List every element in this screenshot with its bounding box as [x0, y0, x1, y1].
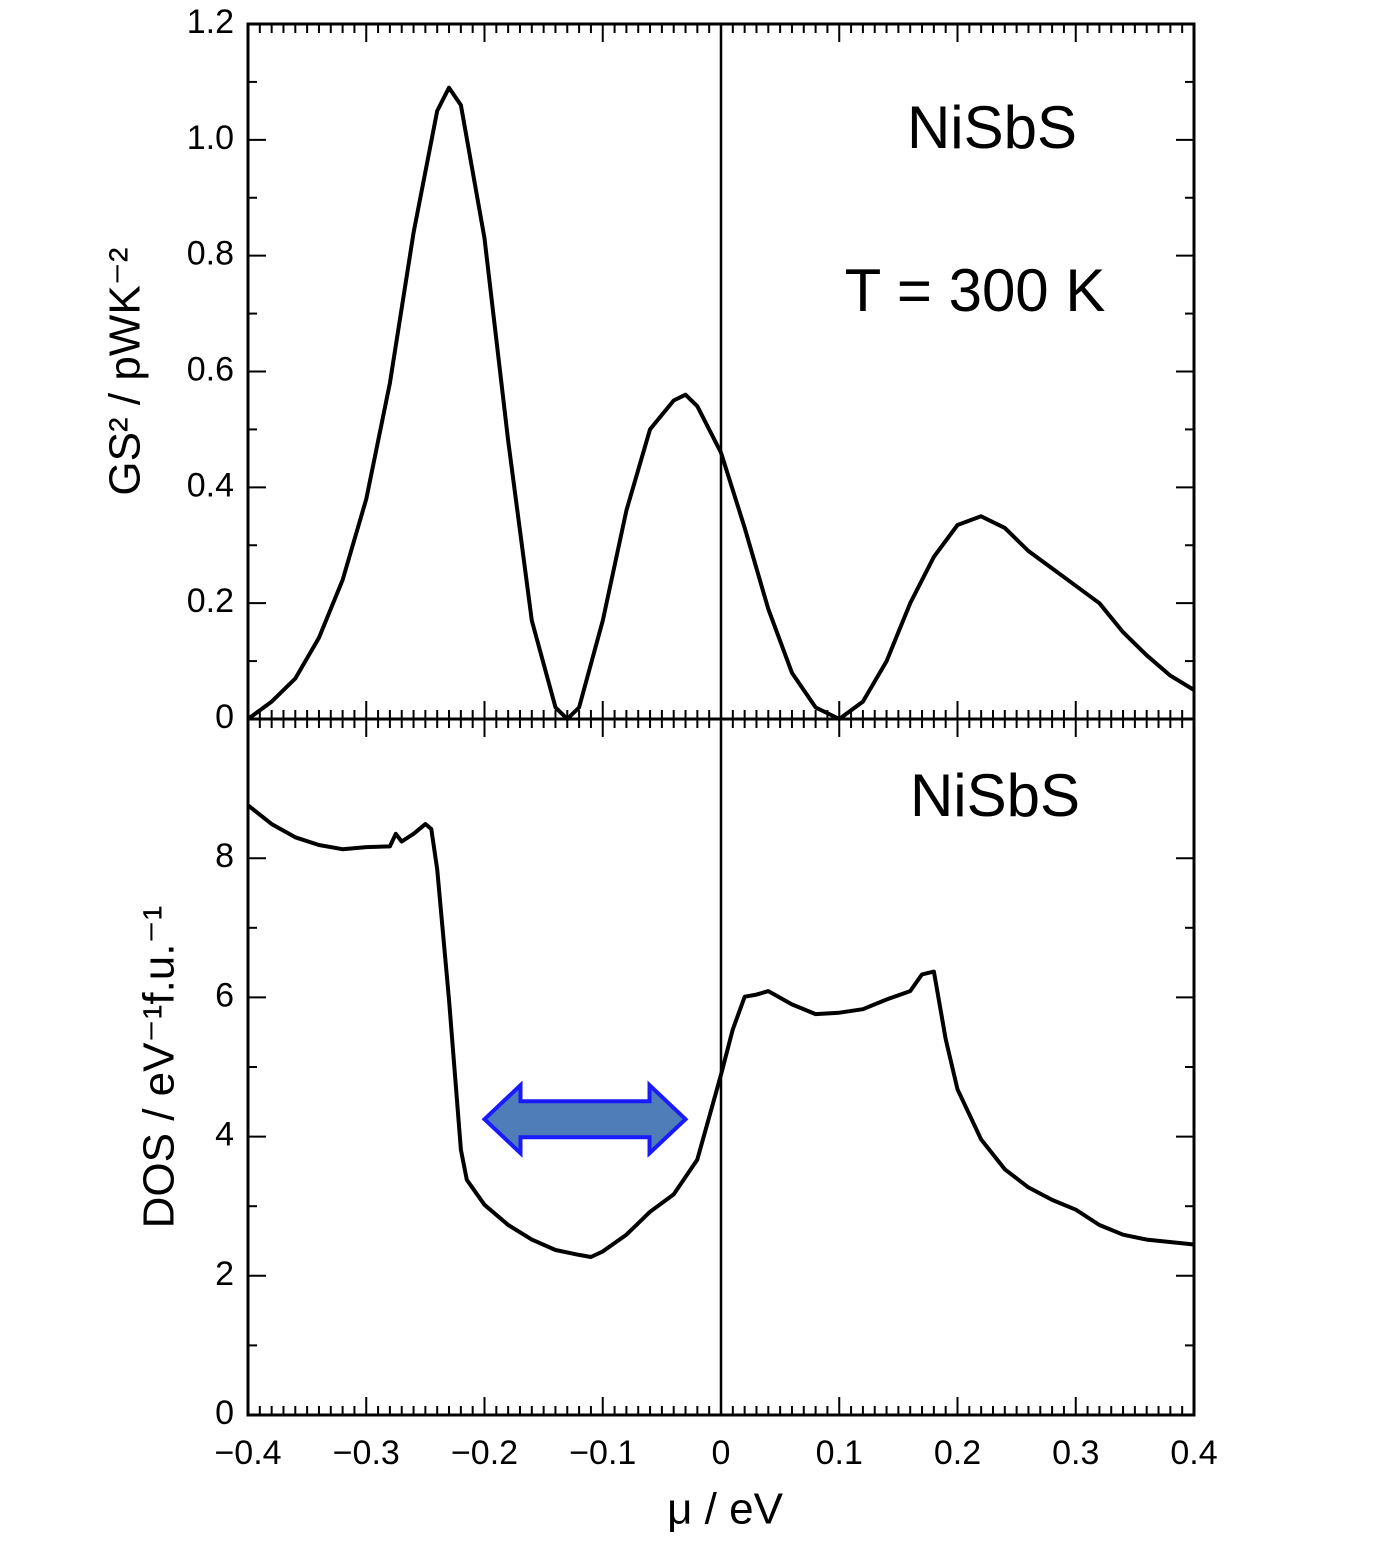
y-tick-label: 0.8	[187, 235, 234, 273]
y-tick-label: 1.2	[187, 3, 234, 41]
y-tick-label: 8	[215, 837, 234, 875]
x-axis-label: μ / eV	[667, 1485, 783, 1534]
data-line	[246, 803, 1195, 1259]
y-tick-label: 1.0	[187, 119, 234, 157]
data-line	[246, 85, 1196, 721]
y-tick-label: 4	[215, 1116, 234, 1154]
x-tick-label: 0.1	[816, 1434, 863, 1472]
double-arrow	[481, 1080, 689, 1158]
y-tick-label: 6	[215, 976, 234, 1014]
x-tick-label: −0.3	[333, 1434, 400, 1472]
x-tick-label: 0.4	[1170, 1434, 1217, 1472]
x-tick-label: 0	[712, 1434, 731, 1472]
x-tick-label: 0.2	[934, 1434, 981, 1472]
annotation: NiSbS	[907, 94, 1077, 161]
y-tick-label: 0	[215, 1394, 234, 1432]
y-axis-label: DOS / eV⁻¹f.u.⁻¹	[135, 906, 184, 1229]
x-tick-label: −0.2	[451, 1434, 518, 1472]
annotation: NiSbS	[910, 762, 1080, 829]
x-tick-label: 0.3	[1052, 1434, 1099, 1472]
x-tick-label: −0.4	[214, 1434, 281, 1472]
x-tick-label: −0.1	[569, 1434, 636, 1472]
y-axis-label: GS² / pWK⁻²	[101, 247, 150, 495]
y-tick-label: 2	[215, 1255, 234, 1293]
y-tick-label: 0.2	[187, 582, 234, 620]
y-tick-label: 0	[215, 698, 234, 736]
y-tick-label: 0.6	[187, 350, 234, 388]
y-tick-label: 0.4	[187, 466, 234, 504]
annotation: T = 300 K	[845, 257, 1106, 324]
